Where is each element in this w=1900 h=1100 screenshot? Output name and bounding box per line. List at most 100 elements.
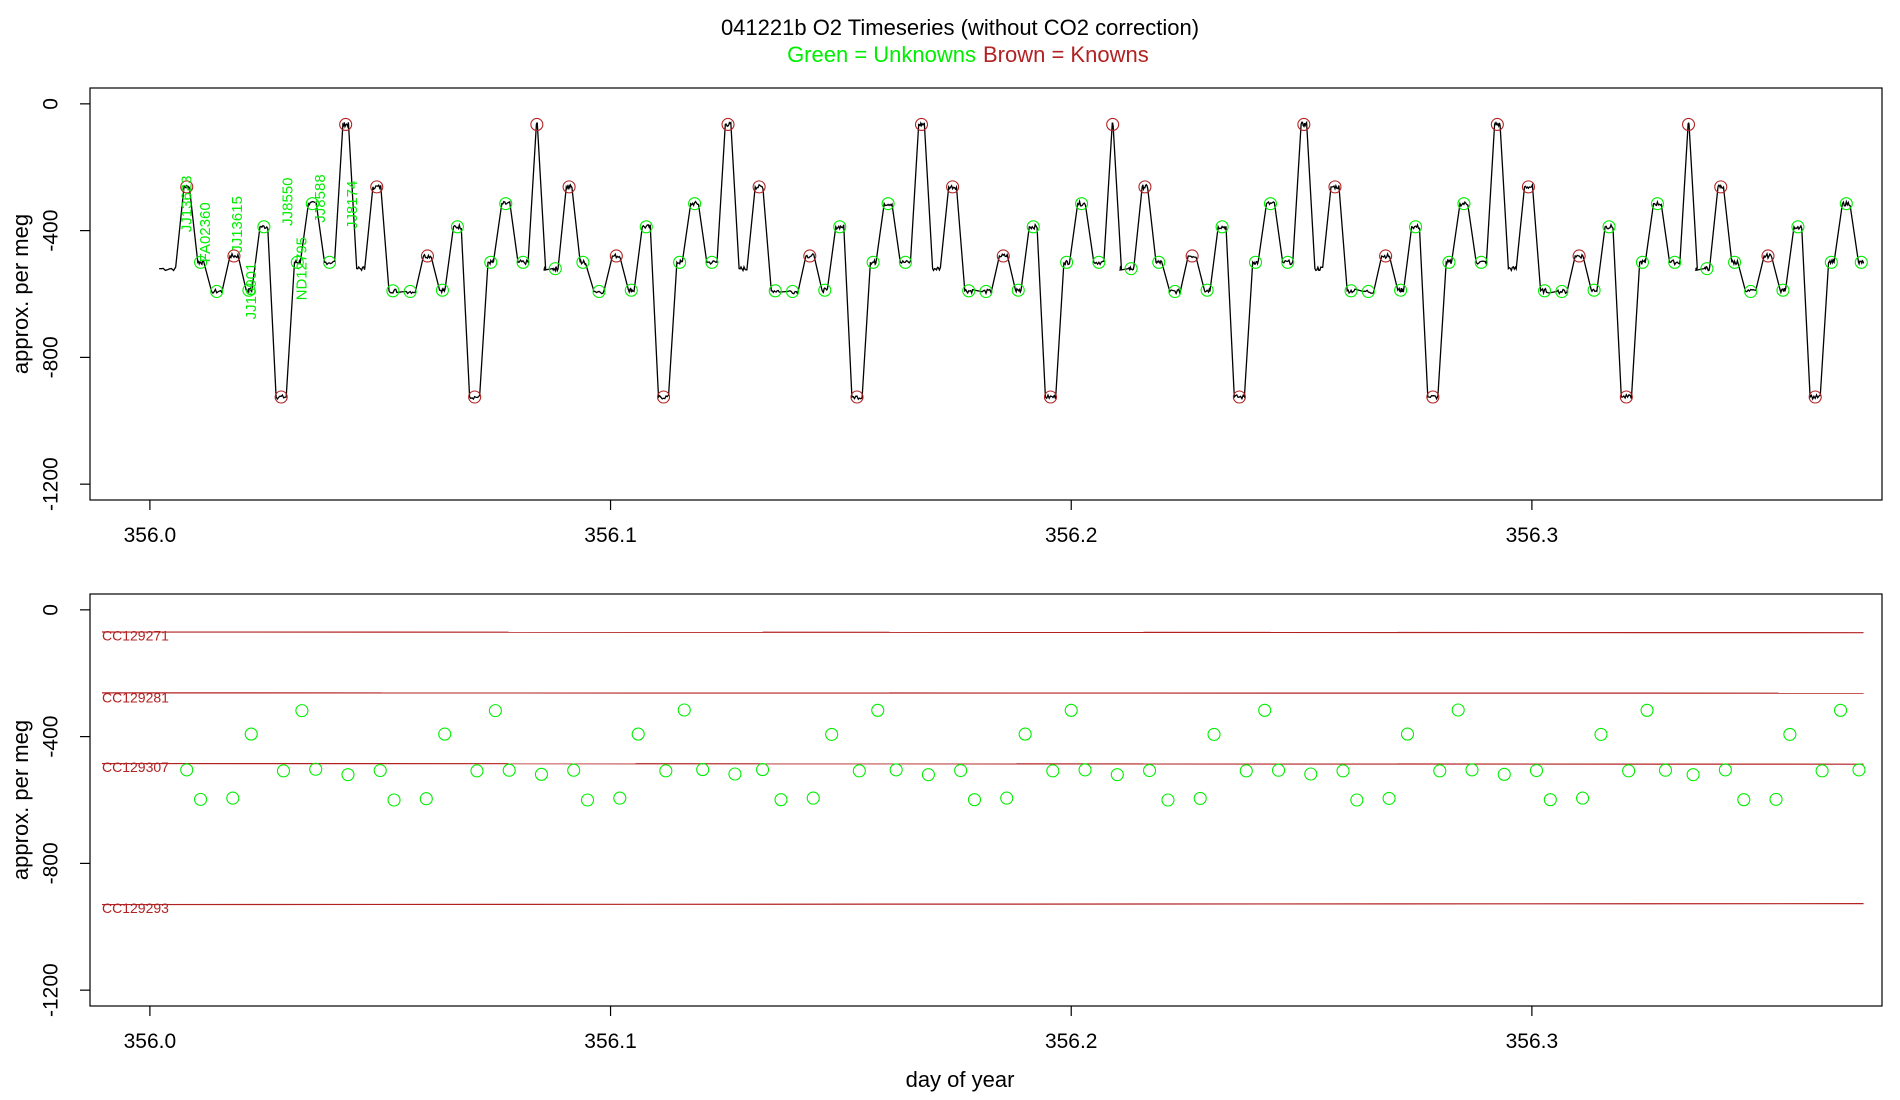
unknown-marker xyxy=(639,220,653,234)
unknown-point xyxy=(502,763,516,777)
unknown-point xyxy=(1465,763,1479,777)
unknown-point xyxy=(244,727,258,741)
unknown-marker xyxy=(1728,255,1742,269)
unknown-marker xyxy=(1457,197,1471,211)
unknown-marker xyxy=(1744,284,1758,299)
unknown-point xyxy=(276,764,291,778)
unknown-point xyxy=(309,762,323,776)
unknown-marker xyxy=(386,284,400,298)
unknown-marker xyxy=(1168,284,1182,299)
known-marker xyxy=(1619,390,1633,404)
known-marker xyxy=(850,390,864,404)
unknown-point xyxy=(1529,763,1544,778)
unknown-point xyxy=(774,793,788,807)
unknown-marker xyxy=(1409,220,1423,234)
unknown-point xyxy=(1239,764,1253,778)
unknown-marker xyxy=(1060,255,1074,269)
unknown-point xyxy=(1018,727,1032,741)
unknown-marker xyxy=(1152,255,1166,269)
unknown-marker xyxy=(1587,283,1601,297)
known-marker xyxy=(1138,180,1152,194)
bottom-axis-ticks: 356.0 356.1 356.2 356.3 0 -400 -800 -1200 xyxy=(40,604,1559,1053)
unknown-point xyxy=(194,792,208,806)
known-marker xyxy=(227,249,241,263)
unknown-point xyxy=(1046,764,1060,778)
unknown-point xyxy=(1193,791,1207,805)
unknown-marker xyxy=(194,255,208,269)
unknown-point xyxy=(1161,793,1175,807)
unknown-marker xyxy=(624,283,638,297)
legend-knowns: Brown = Knowns xyxy=(983,42,1149,67)
unknown-marker xyxy=(1824,255,1838,269)
unknown-marker xyxy=(1839,197,1853,211)
unknown-point xyxy=(1622,764,1636,778)
known-marker xyxy=(721,117,735,131)
unknown-marker xyxy=(403,284,417,299)
x-axis-label: day of year xyxy=(906,1067,1015,1092)
unknown-point xyxy=(1304,767,1318,781)
unknown-point xyxy=(180,763,194,777)
top-trace xyxy=(159,120,1865,401)
unknown-point xyxy=(871,703,885,717)
top-x-tick-label: 356.3 xyxy=(1506,524,1559,547)
unknown-point xyxy=(341,768,355,782)
unknown-point xyxy=(488,704,502,718)
unknown-point xyxy=(1336,764,1350,778)
unknown-marker xyxy=(1344,284,1358,298)
top-plot-frame xyxy=(89,87,1883,501)
unknown-point xyxy=(1000,791,1014,805)
chart-title: 041221b O2 Timeseries (without CO2 corre… xyxy=(721,15,1199,40)
unknown-point xyxy=(967,793,982,807)
unknown-marker xyxy=(1538,284,1552,298)
unknown-marker xyxy=(1791,220,1805,234)
unknown-marker xyxy=(1635,255,1650,269)
unknown-point xyxy=(1658,763,1673,777)
unknown-point xyxy=(470,764,484,778)
unknown-point xyxy=(1686,768,1700,782)
unknown-point xyxy=(1737,793,1751,807)
sample-label: JJ8174 xyxy=(344,181,361,229)
unknown-point xyxy=(613,791,627,805)
unknown-marker xyxy=(1092,255,1106,269)
known-marker xyxy=(562,180,576,194)
known-marker xyxy=(656,390,671,404)
top-markers xyxy=(180,117,1868,404)
known-marker xyxy=(752,180,766,194)
known-marker xyxy=(1328,180,1342,194)
unknown-point xyxy=(1350,793,1364,807)
unknown-marker xyxy=(1650,197,1664,211)
bottom-y-tick-label: 0 xyxy=(40,604,63,616)
unknown-point xyxy=(921,768,935,782)
unknown-marker xyxy=(881,197,895,211)
unknown-marker xyxy=(1555,284,1569,299)
unknown-marker xyxy=(1442,255,1456,269)
bottom-x-tick-label: 356.3 xyxy=(1506,1030,1559,1053)
known-marker xyxy=(1232,390,1246,404)
known-marker xyxy=(1521,180,1535,194)
unknown-point xyxy=(1433,764,1447,778)
unknown-point xyxy=(1769,792,1783,806)
unknown-marker xyxy=(688,197,702,211)
bottom-y-tick-label: -400 xyxy=(40,716,63,758)
known-marker xyxy=(180,180,194,194)
top-sample-labels: JJ13623 FA02360 JJ13615 JJ16901 JJ8550 ND1279… xyxy=(178,174,361,319)
unknown-point xyxy=(438,727,452,741)
known-marker xyxy=(1808,390,1822,404)
unknown-marker xyxy=(1215,220,1229,234)
top-x-tick-label: 356.1 xyxy=(584,524,637,547)
bottom-y-axis-label: approx. per meg xyxy=(8,720,33,880)
known-marker xyxy=(1761,249,1775,263)
known-marker xyxy=(1379,249,1393,263)
reference-label: CC129271 xyxy=(102,627,169,643)
bottom-panel: 356.0 356.1 356.2 356.3 0 -400 -800 -1200 appro… xyxy=(8,593,1883,1092)
known-marker xyxy=(1681,117,1696,131)
unknown-marker xyxy=(1263,197,1278,211)
unknown-marker xyxy=(548,262,562,276)
unknown-marker xyxy=(1474,255,1488,269)
known-marker xyxy=(1572,249,1586,263)
unknown-marker xyxy=(435,283,449,297)
unknown-marker xyxy=(1602,220,1616,234)
unknown-marker xyxy=(1248,255,1263,269)
unknown-marker xyxy=(305,197,319,211)
unknown-point xyxy=(1640,703,1654,717)
